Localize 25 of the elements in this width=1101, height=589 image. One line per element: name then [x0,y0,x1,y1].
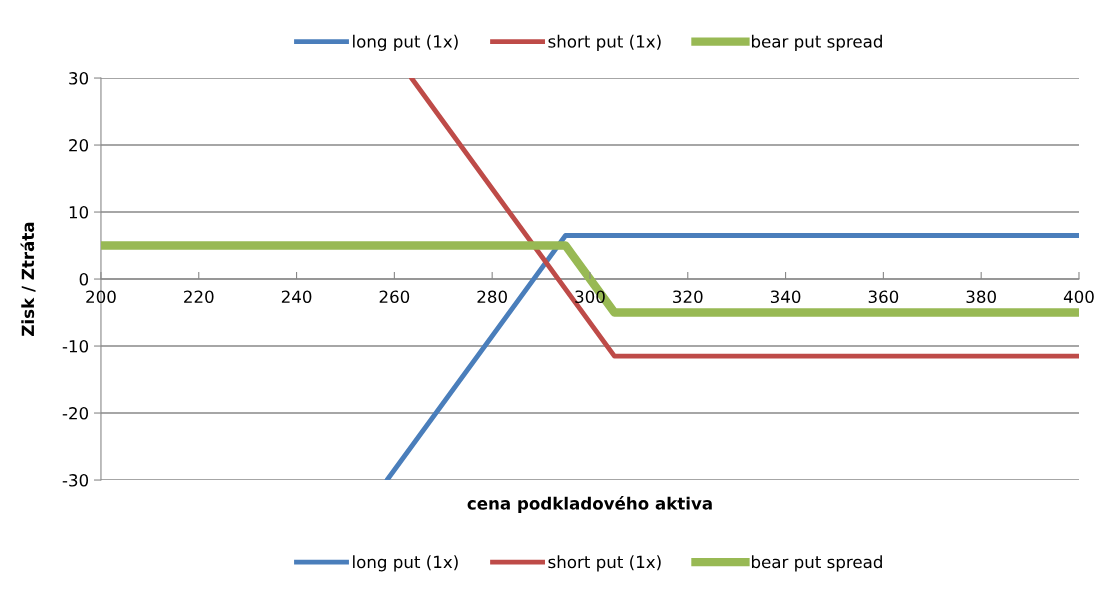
x-tick-label: 360 [868,290,899,304]
x-tick-label: 320 [673,290,703,304]
x-tick-label: 260 [379,290,410,304]
y-tick-label: 10 [69,206,89,219]
x-tick-label: 400 [1063,290,1094,304]
y-tick-label: 0 [79,273,89,286]
y-tick-label: -30 [62,474,89,487]
x-axis-title: cena podkladového aktiva [467,496,712,513]
legend-label: long put (1x) [353,555,458,572]
x-tick-label: 200 [86,290,116,304]
legend-label: short put (1x) [548,34,661,51]
x-tick-label: 240 [281,290,312,304]
y-tick-label: -20 [62,407,89,420]
text: short put (1x) [548,555,661,572]
x-tick-label: 380 [966,290,996,304]
y-tick-label: 30 [69,72,89,85]
legend-label: bear put spread [751,34,882,51]
y-axis-title: Zisk / Ztráta [20,222,36,336]
y-tick-label: 20 [69,139,89,152]
text: bear put spread [751,555,882,572]
x-tick-label: 340 [770,290,801,304]
x-tick-label: 280 [477,290,507,304]
x-tick-label: 220 [184,290,214,304]
text: long put (1x) [353,34,458,51]
y-tick-label: -10 [62,340,89,353]
